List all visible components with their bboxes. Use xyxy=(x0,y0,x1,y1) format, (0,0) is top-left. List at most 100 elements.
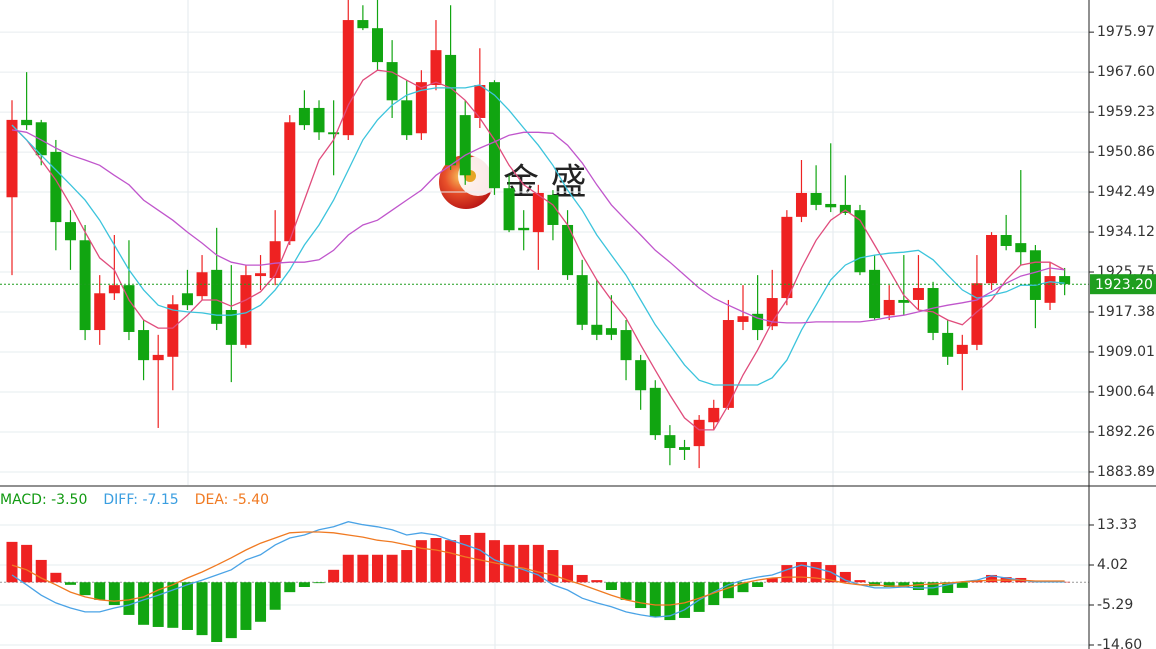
candle-body xyxy=(240,275,252,345)
candle-body xyxy=(167,304,179,357)
y-tick-label: 1967.60 xyxy=(1097,64,1155,80)
candle-body xyxy=(883,299,895,316)
candle-body xyxy=(1015,243,1027,253)
macd-bar xyxy=(781,565,793,583)
macd-bar xyxy=(942,582,954,594)
macd-bar xyxy=(503,544,515,583)
macd-bar xyxy=(547,550,559,583)
candle-body xyxy=(708,407,720,423)
macd-bar xyxy=(181,582,193,630)
macd-bar xyxy=(825,565,837,583)
candle-body xyxy=(649,387,661,436)
last-price-box xyxy=(1090,274,1156,295)
candle-body xyxy=(459,115,471,176)
macd-bar xyxy=(342,554,354,583)
candle-body xyxy=(211,269,223,324)
candle-body xyxy=(445,54,457,166)
y-tick-label: 1900.64 xyxy=(1097,384,1155,400)
candle-body xyxy=(693,419,705,447)
macd-bar xyxy=(123,582,135,615)
candle-body xyxy=(576,275,588,325)
macd-bar xyxy=(459,534,471,583)
macd-bar xyxy=(225,582,237,639)
grid xyxy=(0,524,1089,646)
macd-bar xyxy=(474,532,486,583)
candle-body xyxy=(79,240,91,331)
candle-body xyxy=(986,235,998,284)
candle-body xyxy=(1044,276,1056,303)
macd-bar xyxy=(927,582,939,596)
y-tick-label: 1934.12 xyxy=(1097,224,1155,240)
candle-body xyxy=(255,273,267,277)
macd-bar xyxy=(854,580,866,583)
candle-body xyxy=(810,192,822,205)
candle-body xyxy=(488,82,500,189)
y-tick-label: 1942.49 xyxy=(1097,184,1155,200)
candle-body xyxy=(284,122,296,242)
y-tick-label: 1909.01 xyxy=(1097,344,1155,360)
grid xyxy=(0,31,1089,473)
macd-bar xyxy=(35,559,47,583)
y-tick-label: 1950.86 xyxy=(1097,144,1155,160)
macd-bar xyxy=(211,582,223,642)
macd-bar xyxy=(518,544,530,583)
candle-body xyxy=(971,283,983,345)
candle-body xyxy=(795,192,807,217)
macd-bar xyxy=(94,582,106,600)
macd-bar xyxy=(1059,581,1071,583)
candle-body xyxy=(956,344,968,354)
candle-body xyxy=(21,119,33,126)
indicator-line xyxy=(11,69,1065,431)
macd-bar xyxy=(21,544,33,583)
macd-bar xyxy=(167,582,179,628)
candle-body xyxy=(562,224,574,276)
macd-bar xyxy=(752,582,764,587)
macd-bar xyxy=(766,577,778,583)
macd-bar xyxy=(430,538,442,583)
macd-bar xyxy=(562,565,574,583)
candle-body xyxy=(269,241,281,278)
macd-bar xyxy=(50,572,62,583)
macd-bar xyxy=(284,582,296,593)
candle-body xyxy=(94,293,106,331)
candle-body xyxy=(825,203,837,208)
legend-entry: DEA: -5.40 xyxy=(195,492,269,508)
candle-body xyxy=(313,107,325,133)
candle-body xyxy=(298,107,310,126)
macd-bar xyxy=(605,582,617,591)
macd-bar xyxy=(679,582,691,618)
macd-bar xyxy=(488,540,500,583)
candle-body xyxy=(196,272,208,297)
legend-entry: MACD: -3.50 xyxy=(0,492,87,508)
candle-body xyxy=(50,151,62,223)
indicator-line xyxy=(11,84,1065,386)
indicator-line xyxy=(11,521,1065,618)
candle-body xyxy=(912,288,924,300)
candle-body xyxy=(737,316,749,322)
candle-body xyxy=(1029,250,1041,300)
candle-body xyxy=(679,447,691,450)
macd-bar xyxy=(6,541,18,583)
macd-bar xyxy=(912,582,924,591)
candle-body xyxy=(474,85,486,118)
candle-body xyxy=(839,204,851,214)
macd-bar xyxy=(532,544,544,583)
macd-bar xyxy=(386,554,398,583)
candle-body xyxy=(781,216,793,299)
last-price-label: 1923.20 xyxy=(1095,277,1153,293)
y-tick-label: 13.33 xyxy=(1097,517,1137,533)
macd-bar xyxy=(576,574,588,583)
candle-body xyxy=(64,222,76,241)
candle-body xyxy=(1000,235,1012,246)
candle-body xyxy=(664,435,676,449)
candle-body xyxy=(620,330,632,361)
macd-bar xyxy=(620,582,632,600)
macd-bar xyxy=(372,554,383,583)
macd-bar xyxy=(328,569,340,583)
macd-bar xyxy=(445,540,457,583)
watermark-text: 金 盛 xyxy=(503,162,586,203)
macd-bar xyxy=(196,582,208,636)
candle-body xyxy=(357,20,369,29)
macd-bar xyxy=(108,582,120,606)
